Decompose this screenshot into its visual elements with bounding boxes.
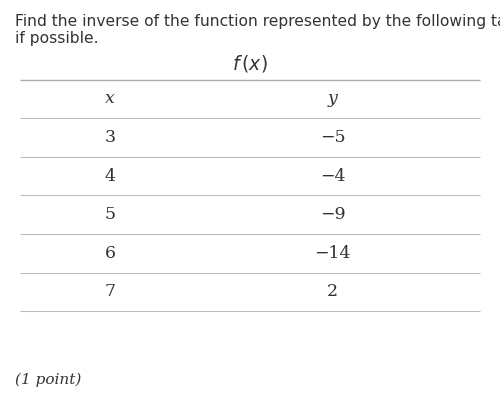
Text: y: y [328, 90, 338, 107]
Text: if possible.: if possible. [15, 31, 98, 46]
Text: $f\,(x)$: $f\,(x)$ [232, 53, 268, 74]
Text: 5: 5 [104, 206, 116, 223]
Text: 6: 6 [104, 245, 116, 262]
Text: x: x [105, 90, 115, 107]
Text: 7: 7 [104, 283, 116, 300]
Text: (1 point): (1 point) [15, 373, 82, 387]
Text: 4: 4 [104, 168, 116, 185]
Text: 2: 2 [327, 283, 338, 300]
Text: Find the inverse of the function represented by the following table,: Find the inverse of the function represe… [15, 14, 500, 29]
Text: −5: −5 [320, 129, 345, 146]
Text: −14: −14 [314, 245, 351, 262]
Text: −9: −9 [320, 206, 345, 223]
Text: −4: −4 [320, 168, 345, 185]
Text: 3: 3 [104, 129, 116, 146]
